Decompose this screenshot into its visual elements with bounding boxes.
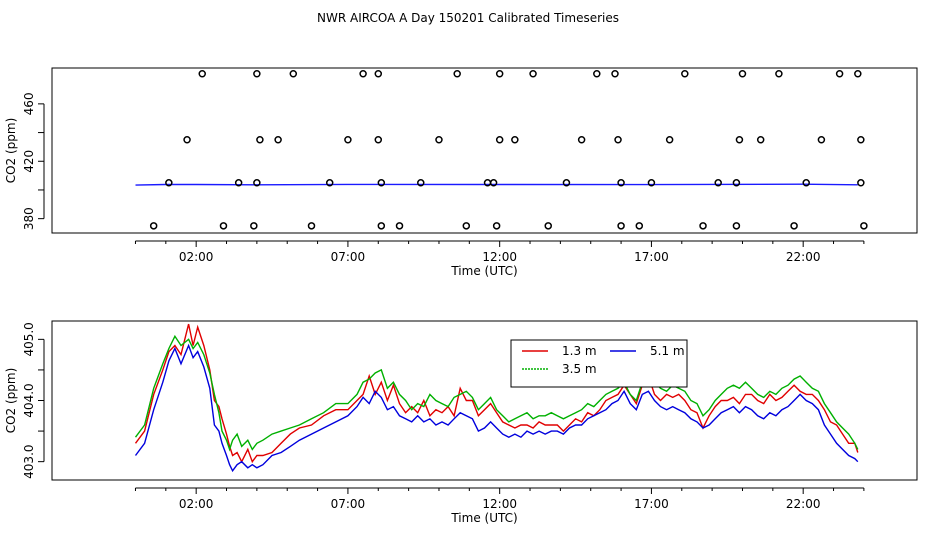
x-axis-label: Time (UTC) bbox=[450, 264, 517, 278]
calibration-point bbox=[617, 179, 625, 187]
legend-label: 3.5 m bbox=[562, 362, 597, 376]
calibration-point bbox=[635, 222, 644, 230]
plot-frame bbox=[51, 320, 918, 481]
x-tick-label: 07:00 bbox=[331, 250, 366, 264]
calibration-point bbox=[854, 69, 862, 78]
calibration-point bbox=[790, 222, 798, 230]
calibration-point bbox=[529, 69, 537, 78]
calibration-point bbox=[562, 179, 571, 187]
calibration-point bbox=[198, 69, 206, 78]
x-tick-label: 22:00 bbox=[786, 497, 821, 511]
x-tick-label: 17:00 bbox=[634, 497, 669, 511]
calibration-point bbox=[775, 69, 783, 78]
series-line-5.1m bbox=[134, 343, 859, 473]
calibrated-points-panel: 02:00 07:00 12:00 17:00 22:00 Time (UTC) 380 42… bbox=[4, 67, 918, 278]
calibration-point bbox=[544, 222, 552, 230]
calibration-point bbox=[219, 222, 228, 230]
legend-label: 1.3 m bbox=[562, 344, 597, 358]
calibration-point bbox=[817, 135, 826, 144]
calibration-point bbox=[453, 69, 461, 78]
calibration-point bbox=[377, 179, 386, 187]
figure-title: NWR AIRCOA A Day 150201 Calibrated Times… bbox=[317, 11, 619, 25]
calibration-point bbox=[495, 135, 504, 144]
y-axis-label: CO2 (ppm) bbox=[4, 118, 18, 184]
calibration-point bbox=[344, 135, 352, 144]
plot-frame bbox=[51, 67, 918, 234]
calibration-point bbox=[732, 222, 741, 230]
series-line-1.3m bbox=[134, 323, 859, 464]
calibration-point bbox=[835, 69, 844, 78]
calibration-point bbox=[714, 179, 722, 187]
calibration-point bbox=[756, 135, 765, 144]
x-axis-label: Time (UTC) bbox=[450, 511, 517, 525]
calibration-point bbox=[802, 179, 810, 187]
calibration-point bbox=[395, 222, 404, 230]
calibration-point bbox=[860, 222, 868, 230]
legend-label: 5.1 m bbox=[650, 344, 685, 358]
calibration-point bbox=[492, 222, 501, 230]
y-tick-label: 403.0 bbox=[22, 444, 36, 478]
x-tick-label: 12:00 bbox=[482, 497, 517, 511]
calibration-point bbox=[374, 69, 383, 78]
calibration-point bbox=[250, 222, 258, 230]
calibration-point bbox=[735, 135, 744, 144]
calibration-point bbox=[289, 69, 298, 78]
x-tick-label: 02:00 bbox=[179, 250, 214, 264]
calibration-point bbox=[325, 179, 334, 187]
series-line-0 bbox=[135, 183, 858, 186]
calibration-point bbox=[611, 69, 619, 78]
calibration-point bbox=[253, 69, 261, 78]
calibration-point bbox=[617, 222, 625, 230]
calibration-point bbox=[577, 135, 586, 144]
y-axis-label: CO2 (ppm) bbox=[4, 368, 18, 434]
calibration-point bbox=[647, 179, 656, 187]
x-tick-label: 22:00 bbox=[786, 250, 821, 264]
calibration-point bbox=[253, 179, 261, 187]
calibration-point bbox=[274, 135, 282, 144]
calibration-point bbox=[377, 222, 386, 230]
co2-timeseries-panel: 02:00 07:00 12:00 17:00 22:00 Time (UTC) 403.0… bbox=[4, 320, 918, 525]
calibration-point bbox=[732, 179, 741, 187]
calibration-point bbox=[857, 179, 865, 187]
calibration-point bbox=[307, 222, 316, 230]
calibration-point bbox=[511, 135, 519, 144]
calibration-point bbox=[681, 69, 689, 78]
calibration-point bbox=[738, 69, 747, 78]
calibration-point bbox=[495, 69, 504, 78]
calibration-point bbox=[593, 69, 601, 78]
x-tick-label: 12:00 bbox=[482, 250, 517, 264]
calibration-point bbox=[359, 69, 367, 78]
series-line-3.5m bbox=[134, 334, 859, 452]
calibration-point bbox=[462, 222, 471, 230]
y-tick-label: 420 bbox=[22, 150, 36, 173]
calibration-point bbox=[665, 135, 674, 144]
legend: 1.3 m 3.5 m 5.1 m bbox=[510, 339, 688, 388]
calibration-point bbox=[374, 135, 383, 144]
x-tick-label: 02:00 bbox=[179, 497, 214, 511]
calibration-point bbox=[489, 179, 498, 187]
calibration-point bbox=[165, 179, 173, 187]
calibration-point bbox=[417, 179, 425, 187]
x-tick-label: 07:00 bbox=[331, 497, 366, 511]
calibration-point bbox=[183, 135, 191, 144]
legend-box bbox=[510, 339, 688, 388]
y-tick-label: 460 bbox=[22, 92, 36, 115]
calibration-point bbox=[149, 222, 158, 230]
y-tick-label: 404.0 bbox=[22, 383, 36, 417]
x-tick-label: 17:00 bbox=[634, 250, 669, 264]
calibration-point bbox=[256, 135, 264, 144]
calibration-point bbox=[234, 179, 243, 187]
calibration-point bbox=[435, 135, 443, 144]
y-tick-label: 405.0 bbox=[22, 322, 36, 356]
y-tick-label: 380 bbox=[22, 207, 36, 230]
calibration-point bbox=[614, 135, 622, 144]
calibration-point bbox=[699, 222, 707, 230]
calibration-point bbox=[857, 135, 865, 144]
